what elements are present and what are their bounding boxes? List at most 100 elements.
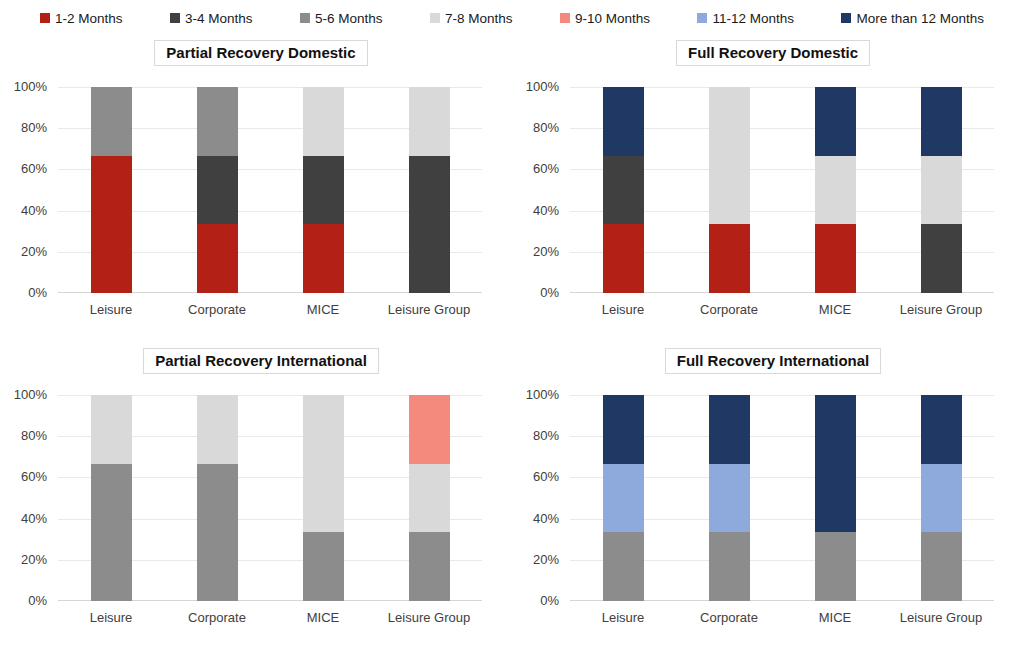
y-tick-label: 60% bbox=[533, 469, 559, 485]
chart-title: Full Recovery International bbox=[665, 348, 882, 374]
legend-item: 5-6 Months bbox=[300, 11, 383, 26]
bar-column bbox=[270, 395, 376, 601]
y-tick-label: 60% bbox=[21, 161, 47, 177]
legend-swatch-icon bbox=[430, 13, 440, 23]
legend-label: 7-8 Months bbox=[445, 11, 513, 26]
x-category-label: Leisure bbox=[570, 293, 676, 317]
stacked-bar-corporate bbox=[709, 395, 750, 601]
bar-segment-1-2-months bbox=[815, 224, 856, 293]
bar-segment-7-8-months bbox=[303, 395, 344, 532]
bar-segment-1-2-months bbox=[91, 156, 132, 293]
bar-column bbox=[570, 87, 676, 293]
bar-segment-7-8-months bbox=[409, 464, 450, 533]
bars-container bbox=[58, 87, 482, 293]
bar-segment-more-than-12-months bbox=[921, 395, 962, 464]
y-axis: 0%20%40%60%80%100% bbox=[0, 395, 58, 601]
x-axis: LeisureCorporateMICELeisure Group bbox=[570, 601, 994, 625]
bar-column bbox=[676, 395, 782, 601]
y-tick-label: 80% bbox=[533, 120, 559, 136]
chart-title-wrap: Partial Recovery International bbox=[40, 348, 482, 375]
y-tick-label: 20% bbox=[21, 244, 47, 260]
bar-segment-more-than-12-months bbox=[603, 87, 644, 156]
legend-swatch-icon bbox=[841, 13, 851, 23]
bar-segment-5-6-months bbox=[91, 87, 132, 156]
y-tick-label: 100% bbox=[14, 387, 47, 403]
chart-full-recovery-domestic: Full Recovery Domestic 0%20%40%60%80%100… bbox=[512, 28, 1024, 336]
x-category-label: Leisure Group bbox=[888, 601, 994, 625]
chart-title: Full Recovery Domestic bbox=[676, 40, 870, 66]
plot-area: 0%20%40%60%80%100% bbox=[0, 87, 482, 293]
bar-segment-more-than-12-months bbox=[815, 395, 856, 532]
stacked-bar-mice bbox=[303, 395, 344, 601]
plot bbox=[58, 395, 482, 601]
bar-segment-11-12-months bbox=[603, 464, 644, 533]
bar-segment-1-2-months bbox=[709, 224, 750, 293]
bar-segment-5-6-months bbox=[409, 532, 450, 601]
bars-container bbox=[58, 395, 482, 601]
chart-title-wrap: Full Recovery International bbox=[552, 348, 994, 375]
x-category-label: Leisure Group bbox=[888, 293, 994, 317]
x-category-label: Corporate bbox=[164, 293, 270, 317]
y-tick-label: 40% bbox=[533, 203, 559, 219]
plot bbox=[570, 395, 994, 601]
stacked-bar-leisure-group bbox=[921, 87, 962, 293]
bar-column bbox=[782, 395, 888, 601]
stacked-bar-mice bbox=[303, 87, 344, 293]
bar-segment-7-8-months bbox=[815, 156, 856, 225]
bar-segment-7-8-months bbox=[921, 156, 962, 225]
x-axis: LeisureCorporateMICELeisure Group bbox=[570, 293, 994, 317]
x-category-label: Corporate bbox=[676, 601, 782, 625]
plot bbox=[570, 87, 994, 293]
legend: 1-2 Months3-4 Months5-6 Months7-8 Months… bbox=[0, 0, 1024, 28]
bar-segment-7-8-months bbox=[91, 395, 132, 464]
stacked-bar-corporate bbox=[709, 87, 750, 293]
x-category-label: Leisure Group bbox=[376, 293, 482, 317]
bar-column bbox=[376, 87, 482, 293]
bar-column bbox=[782, 87, 888, 293]
stacked-bar-leisure bbox=[603, 395, 644, 601]
legend-swatch-icon bbox=[40, 13, 50, 23]
x-category-label: Corporate bbox=[164, 601, 270, 625]
x-category-label: Leisure bbox=[58, 601, 164, 625]
legend-item: 1-2 Months bbox=[40, 11, 123, 26]
bar-segment-5-6-months bbox=[91, 464, 132, 601]
bar-column bbox=[164, 395, 270, 601]
x-axis: LeisureCorporateMICELeisure Group bbox=[58, 293, 482, 317]
legend-swatch-icon bbox=[300, 13, 310, 23]
bar-segment-7-8-months bbox=[197, 395, 238, 464]
chart-title: Partial Recovery Domestic bbox=[154, 40, 367, 66]
bar-segment-1-2-months bbox=[303, 224, 344, 293]
stacked-bar-leisure-group bbox=[409, 395, 450, 601]
legend-label: 11-12 Months bbox=[712, 11, 794, 26]
stacked-bar-leisure bbox=[91, 87, 132, 293]
bar-segment-7-8-months bbox=[709, 87, 750, 224]
bar-segment-3-4-months bbox=[921, 224, 962, 293]
bars-container bbox=[570, 395, 994, 601]
y-tick-label: 100% bbox=[14, 79, 47, 95]
y-tick-label: 60% bbox=[533, 161, 559, 177]
x-category-label: MICE bbox=[270, 293, 376, 317]
legend-item: More than 12 Months bbox=[841, 11, 984, 26]
plot-area: 0%20%40%60%80%100% bbox=[0, 395, 482, 601]
y-tick-label: 80% bbox=[21, 428, 47, 444]
stacked-bar-leisure-group bbox=[409, 87, 450, 293]
bar-segment-5-6-months bbox=[921, 532, 962, 601]
bar-column bbox=[270, 87, 376, 293]
chart-partial-recovery-domestic: Partial Recovery Domestic 0%20%40%60%80%… bbox=[0, 28, 512, 336]
bar-segment-5-6-months bbox=[197, 464, 238, 601]
y-tick-label: 100% bbox=[526, 79, 559, 95]
x-category-label: MICE bbox=[270, 601, 376, 625]
legend-item: 9-10 Months bbox=[560, 11, 650, 26]
y-axis: 0%20%40%60%80%100% bbox=[0, 87, 58, 293]
x-category-label: MICE bbox=[782, 293, 888, 317]
bar-segment-1-2-months bbox=[603, 224, 644, 293]
chart-full-recovery-international: Full Recovery International 0%20%40%60%8… bbox=[512, 336, 1024, 644]
x-category-label: MICE bbox=[782, 601, 888, 625]
y-axis: 0%20%40%60%80%100% bbox=[512, 395, 570, 601]
y-tick-label: 80% bbox=[533, 428, 559, 444]
y-tick-label: 0% bbox=[28, 593, 47, 609]
stacked-bar-leisure bbox=[91, 395, 132, 601]
y-axis: 0%20%40%60%80%100% bbox=[512, 87, 570, 293]
legend-label: 9-10 Months bbox=[575, 11, 650, 26]
bar-segment-more-than-12-months bbox=[815, 87, 856, 156]
